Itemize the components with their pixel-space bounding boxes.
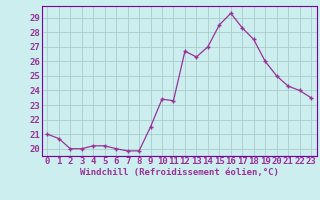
- X-axis label: Windchill (Refroidissement éolien,°C): Windchill (Refroidissement éolien,°C): [80, 168, 279, 177]
